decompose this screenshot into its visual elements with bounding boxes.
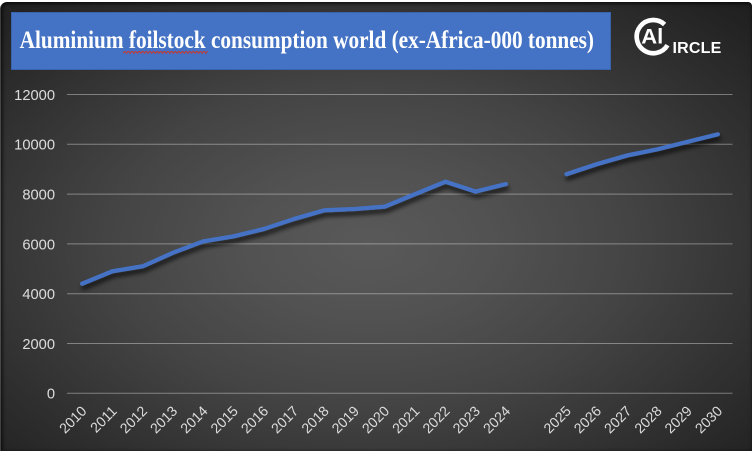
svg-text:2011: 2011 xyxy=(88,403,121,436)
svg-text:Al: Al xyxy=(641,25,663,48)
svg-text:2000: 2000 xyxy=(22,337,55,353)
svg-text:2023: 2023 xyxy=(450,403,484,437)
svg-text:10000: 10000 xyxy=(14,138,55,154)
svg-text:6000: 6000 xyxy=(22,237,55,253)
svg-text:12000: 12000 xyxy=(14,88,55,104)
svg-text:2029: 2029 xyxy=(662,403,696,437)
svg-text:8000: 8000 xyxy=(22,188,55,204)
svg-text:2020: 2020 xyxy=(359,403,393,437)
svg-text:2021: 2021 xyxy=(390,403,424,437)
svg-text:2017: 2017 xyxy=(269,403,303,437)
svg-text:2012: 2012 xyxy=(117,403,151,437)
svg-text:2030: 2030 xyxy=(692,403,726,437)
svg-text:2014: 2014 xyxy=(178,403,212,437)
svg-text:IRCLE: IRCLE xyxy=(673,40,722,57)
svg-text:2018: 2018 xyxy=(299,403,333,437)
svg-text:2015: 2015 xyxy=(208,403,242,437)
svg-text:2026: 2026 xyxy=(571,403,605,437)
svg-text:4000: 4000 xyxy=(22,287,55,303)
svg-text:2025: 2025 xyxy=(541,403,575,437)
svg-text:2016: 2016 xyxy=(238,403,272,437)
svg-text:2010: 2010 xyxy=(57,403,91,437)
svg-text:2028: 2028 xyxy=(632,403,666,437)
svg-text:2019: 2019 xyxy=(329,403,363,437)
svg-text:2024: 2024 xyxy=(480,403,514,437)
svg-text:2022: 2022 xyxy=(420,403,454,437)
svg-text:0: 0 xyxy=(47,387,55,403)
svg-text:2027: 2027 xyxy=(602,403,636,437)
svg-text:2013: 2013 xyxy=(147,403,181,437)
